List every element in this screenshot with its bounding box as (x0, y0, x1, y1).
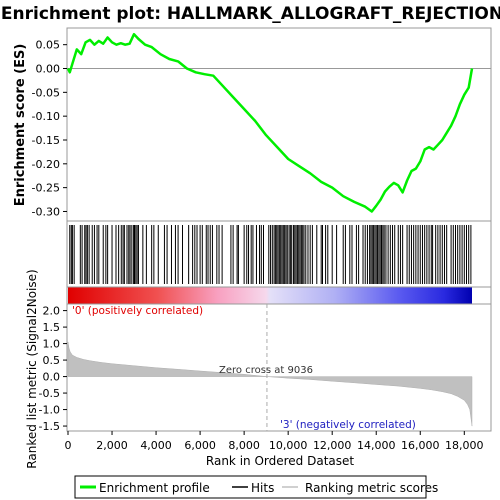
enrichment-profile-line (66, 32, 474, 213)
colorbar-strip (68, 287, 472, 304)
x-tick-label: 14,000 (357, 439, 396, 452)
negative-correlation-label: '3' (negatively correlated) (280, 419, 416, 431)
ranking-metric-area (67, 341, 473, 427)
legend-box (74, 475, 427, 499)
x-tick-label: 0 (65, 439, 72, 452)
metric-ytick-label: -1.5 (39, 420, 60, 433)
metric-panel: 2.0 1.5 1.0 0.5 0.0 -0.5 -1.0 -1.5 Zero cross a… (25, 269, 492, 469)
x-tick-label: 2,000 (96, 439, 128, 452)
legend-metric-label: Ranking metric scores (305, 481, 438, 495)
metric-ytick-label: 2.0 (43, 305, 61, 318)
es-ytick-label: -0.30 (32, 205, 60, 218)
es-panel: 0.05 0.00 -0.05 -0.10 -0.15 -0.20 -0.25 -0.30 E… (13, 27, 492, 222)
es-ytick-label: -0.20 (32, 158, 60, 171)
x-tick-label: 18,000 (445, 439, 484, 452)
x-tick-label: 8,000 (228, 439, 260, 452)
metric-ytick-label: 0.5 (43, 354, 61, 367)
legend-enrichment-label: Enrichment profile (99, 481, 210, 495)
hits-panel (66, 220, 492, 288)
x-tick-label: 6,000 (184, 439, 216, 452)
chart-title: Enrichment plot: HALLMARK_ALLOGRAFT_REJE… (1, 4, 500, 24)
x-tick-label: 10,000 (269, 439, 308, 452)
es-panel-frame (66, 27, 492, 222)
es-ytick-label: -0.10 (32, 110, 60, 123)
legend: Enrichment profile Hits Ranking metric s… (74, 475, 438, 499)
es-ytick-label: 0.00 (36, 63, 61, 76)
metric-ytick-label: 0.0 (43, 371, 61, 384)
es-ytick-label: -0.25 (32, 182, 60, 195)
metric-ytick-label: 1.0 (43, 338, 61, 351)
x-tick-label: 4,000 (140, 439, 172, 452)
x-tick-label: 12,000 (313, 439, 352, 452)
x-axis-label: Rank in Ordered Dataset (206, 454, 354, 468)
metric-ytick-label: -0.5 (39, 387, 60, 400)
es-ytick-label: 0.05 (36, 39, 61, 52)
metric-ytick-label: -1.0 (39, 404, 60, 417)
es-ytick-label: -0.05 (32, 86, 60, 99)
x-tick-label: 16,000 (401, 439, 440, 452)
rank-colorbar (66, 286, 492, 305)
zero-cross-label: Zero cross at 9036 (219, 365, 313, 376)
es-ylabel: Enrichment score (ES) (13, 44, 28, 207)
x-axis: 0 2,000 4,000 6,000 8,000 10,000 12,000 14,000 1… (65, 431, 484, 452)
metric-ylabel: Ranked list metric (Signal2Noise) (25, 269, 39, 468)
legend-hits-label: Hits (251, 481, 274, 495)
metric-ytick-label: 1.5 (43, 321, 61, 334)
es-ytick-label: -0.15 (32, 134, 60, 147)
positive-correlation-label: '0' (positively correlated) (72, 305, 203, 317)
